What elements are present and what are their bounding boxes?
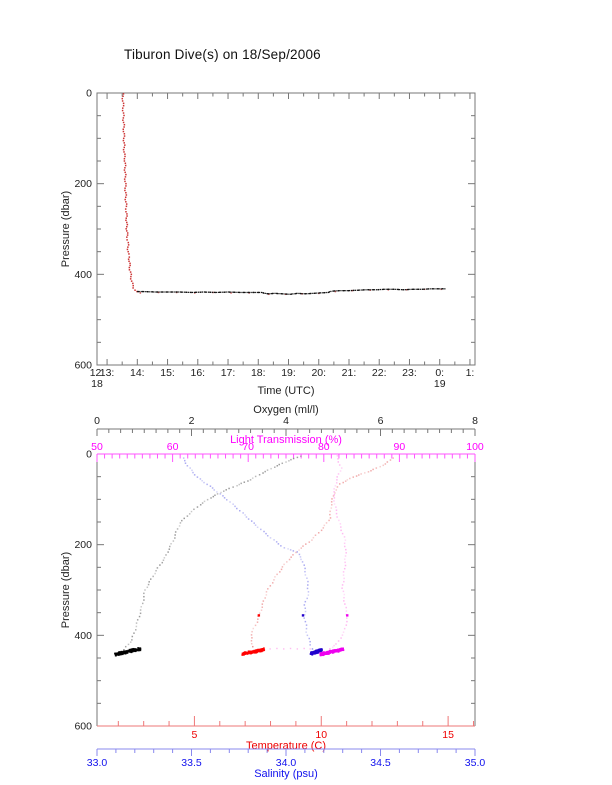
svg-text:2: 2	[189, 415, 195, 427]
temperature-axis: 5 10 15	[97, 716, 475, 741]
svg-text:34.5: 34.5	[370, 757, 391, 769]
svg-text:50: 50	[91, 441, 103, 453]
svg-text:400: 400	[74, 630, 92, 642]
svg-text:13:: 13:	[100, 367, 115, 379]
svg-text:17:: 17:	[221, 367, 236, 379]
svg-text:35.0: 35.0	[465, 757, 486, 769]
svg-text:200: 200	[74, 178, 92, 190]
time-axis-title: Time (UTC)	[257, 385, 315, 397]
profile-temperature-profile	[241, 457, 394, 656]
svg-text:20:: 20:	[311, 367, 326, 379]
svg-text:33.5: 33.5	[181, 757, 202, 769]
salinity-axis-title: Salinity (psu)	[254, 768, 318, 780]
svg-text:0: 0	[86, 88, 92, 100]
bottom-plot-pressure-axis: 0 200 400 600	[74, 449, 476, 733]
oxygen-axis-title: Oxygen (ml/l)	[253, 404, 319, 416]
svg-text:33.0: 33.0	[87, 757, 108, 769]
top-series-descent-profile	[121, 93, 138, 293]
light-transmission-axis-title: Light Transmission (%)	[230, 434, 342, 446]
svg-text:21:: 21:	[342, 367, 357, 379]
profile-light-transmission-profile	[269, 455, 349, 657]
top-plot-frame	[96, 92, 476, 366]
oxygen-axis: 0 2 4 6 8	[94, 415, 478, 436]
svg-text:12:: 12:	[90, 367, 105, 379]
svg-text:100: 100	[466, 441, 484, 453]
svg-text:0: 0	[94, 415, 100, 427]
svg-text:23:: 23:	[402, 367, 417, 379]
svg-text:6: 6	[378, 415, 384, 427]
svg-text:60: 60	[167, 441, 179, 453]
svg-text:15:: 15:	[160, 367, 175, 379]
svg-text:22:: 22:	[372, 367, 387, 379]
svg-text:19: 19	[434, 378, 446, 390]
profile-oxygen-profile	[114, 455, 302, 657]
svg-text:16:: 16:	[190, 367, 205, 379]
svg-text:80: 80	[318, 441, 330, 453]
svg-text:34.0: 34.0	[276, 757, 297, 769]
top-series-bottom-track	[137, 288, 446, 295]
svg-text:70: 70	[242, 441, 254, 453]
svg-text:14:: 14:	[130, 367, 145, 379]
svg-text:0: 0	[86, 449, 92, 461]
page-title: Tiburon Dive(s) on 18/Sep/2006	[124, 47, 321, 62]
svg-text:10: 10	[315, 729, 327, 741]
svg-text:18:: 18:	[251, 367, 266, 379]
svg-text:4: 4	[283, 415, 289, 427]
svg-text:200: 200	[74, 539, 92, 551]
salinity-axis: 33.0 33.5 34.0 34.5 35.0	[87, 748, 486, 769]
svg-text:90: 90	[394, 441, 406, 453]
light-transmission-axis: 50 60 70 80 90 100	[91, 441, 484, 462]
svg-text:18: 18	[91, 378, 103, 390]
svg-text:400: 400	[74, 269, 92, 281]
svg-text:5: 5	[191, 729, 197, 741]
svg-text:8: 8	[472, 415, 478, 427]
svg-text:15: 15	[442, 729, 454, 741]
svg-text:19:: 19:	[281, 367, 296, 379]
svg-text:600: 600	[74, 721, 92, 733]
svg-text:0:: 0:	[435, 367, 444, 379]
svg-text:1:: 1:	[466, 367, 475, 379]
top-plot-y-axis: 0 200 400 600	[74, 88, 475, 372]
profile-salinity-profile	[182, 457, 323, 656]
svg-text:600: 600	[74, 360, 92, 372]
